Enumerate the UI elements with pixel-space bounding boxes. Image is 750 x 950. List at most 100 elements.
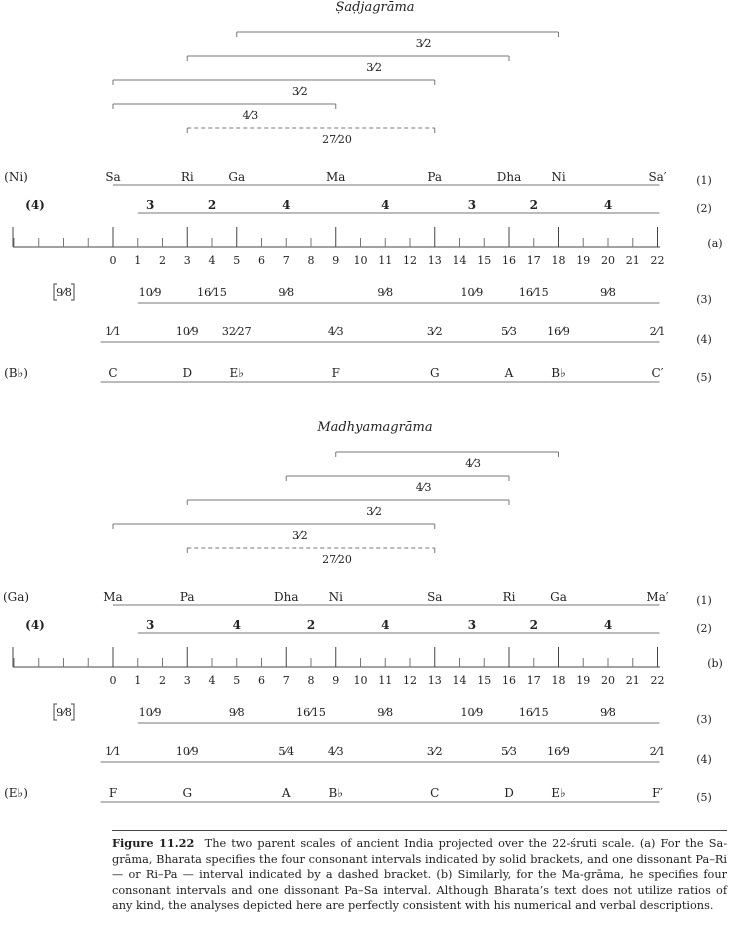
tonic-ratio: 5⁄3	[501, 325, 517, 338]
interval-ratio: 9⁄8	[377, 286, 393, 299]
row-number: (2)	[696, 202, 712, 215]
scale-number: 7	[283, 674, 290, 687]
swara-label: Ni	[329, 590, 344, 604]
sruti-count: 4	[604, 618, 612, 632]
swara-label: Pa	[427, 170, 442, 184]
sruti-count: 4	[381, 618, 389, 632]
bracket-label: 27⁄20	[322, 133, 352, 146]
scale-number: 6	[258, 674, 265, 687]
scale-number: 19	[576, 674, 590, 687]
swara-label: Dha	[497, 170, 522, 184]
diagram-title: Ṣaḍjagrāma	[335, 0, 414, 15]
interval-bracket: 3⁄2	[112, 523, 436, 542]
sruti-count: 3	[146, 198, 154, 212]
diagram-a: Ṣaḍjagrāma 3⁄2 3⁄2 3⁄2 4⁄3 27⁄20 (Ni) Sa Ri Ga Ma P…	[4, 0, 723, 384]
interval-bracket: 3⁄2	[186, 499, 510, 518]
note-name: C′	[652, 366, 664, 380]
interval-bracket: 3⁄2	[186, 55, 510, 74]
scale-number: 17	[527, 674, 541, 687]
bracket-label: 27⁄20	[322, 553, 352, 566]
scale-number: 22	[651, 254, 665, 267]
interval-bracket: 4⁄3	[285, 475, 510, 494]
scale-number: 4	[209, 674, 216, 687]
sruti-count: 4	[233, 618, 241, 632]
figure-caption: Figure 11.22 The two parent scales of an…	[112, 830, 727, 914]
sruti-count: 2	[307, 618, 315, 632]
row3-left-ratio: 9⁄8	[56, 706, 72, 719]
swara-label: Pa	[180, 590, 195, 604]
row5-left-label: (B♭)	[4, 366, 28, 380]
interval-ratio: 9⁄8	[278, 286, 294, 299]
swara-label: Dha	[274, 590, 299, 604]
sruti-count: 4	[282, 198, 290, 212]
tonic-ratio: 10⁄9	[176, 325, 199, 338]
sruti-scale: 0 1 2 3 4 5 6 7 8 9 10 11 12 13 14 15 16 17 18 19 20 21 22	[12, 227, 665, 267]
caption-text: The two parent scales of ancient India p…	[112, 837, 728, 913]
scale-number: 1	[134, 674, 141, 687]
scale-number: 13	[428, 254, 442, 267]
scale-number: 11	[378, 674, 392, 687]
scale-number: 11	[378, 254, 392, 267]
row-number: (4)	[696, 333, 712, 346]
swara-label: Sa	[427, 590, 442, 604]
note-name: F	[332, 366, 340, 380]
scale-number: 1	[134, 254, 141, 267]
scale-number: 18	[552, 254, 566, 267]
interval-ratio: 16⁄15	[519, 286, 549, 299]
sruti-count: 3	[468, 618, 476, 632]
scale-number: 3	[184, 254, 191, 267]
scale-number: 6	[258, 254, 265, 267]
note-name: F′	[652, 786, 663, 800]
bracket-label: 3⁄2	[292, 529, 308, 542]
sruti-count: 2	[530, 198, 538, 212]
scale-number: 15	[477, 674, 491, 687]
note-name: C	[108, 366, 117, 380]
row3-left-label: 9⁄8	[53, 703, 75, 721]
swara-label: Ma	[326, 170, 345, 184]
interval-ratio: 10⁄9	[460, 286, 483, 299]
note-name: A	[504, 366, 514, 380]
row5-left-label: (E♭)	[4, 786, 28, 800]
interval-bracket: 3⁄2	[112, 79, 436, 98]
bracket-label: 4⁄3	[242, 109, 258, 122]
bracket-label: 3⁄2	[416, 37, 432, 50]
row1-left-label: (Ni)	[4, 170, 28, 184]
scale-number: 16	[502, 254, 516, 267]
tonic-ratio: 3⁄2	[427, 745, 443, 758]
scale-number: 22	[651, 674, 665, 687]
sruti-count: 2	[208, 198, 216, 212]
diagram-side-label: (b)	[707, 657, 723, 670]
interval-ratio: 9⁄8	[600, 286, 616, 299]
row-number: (3)	[696, 293, 712, 306]
scale-number: 0	[110, 254, 117, 267]
sruti-count: 4	[381, 198, 389, 212]
scale-number: 19	[576, 254, 590, 267]
caption-label: Figure 11.22	[112, 836, 195, 850]
tonic-ratio: 1⁄1	[105, 325, 121, 338]
note-name: B♭	[551, 366, 565, 380]
interval-bracket: 4⁄3	[112, 103, 337, 122]
scale-number: 20	[601, 674, 615, 687]
interval-ratio: 16⁄15	[519, 706, 549, 719]
scale-number: 20	[601, 254, 615, 267]
row2-left-label: (4)	[25, 198, 45, 212]
interval-ratio: 9⁄8	[229, 706, 245, 719]
tonic-ratio: 4⁄3	[328, 325, 344, 338]
note-name: D	[182, 366, 192, 380]
note-name: C	[430, 786, 439, 800]
interval-bracket: 4⁄3	[335, 451, 559, 470]
row1-left-label: (Ga)	[3, 590, 29, 604]
interval-bracket: 27⁄20	[186, 547, 436, 566]
note-name: A	[281, 786, 291, 800]
row-number: (3)	[696, 713, 712, 726]
bracket-label: 3⁄2	[366, 61, 382, 74]
scale-number: 12	[403, 254, 417, 267]
swara-label: Ga	[550, 590, 567, 604]
sruti-count: 2	[530, 618, 538, 632]
scale-number: 9	[332, 254, 339, 267]
scale-number: 21	[626, 674, 640, 687]
scale-number: 8	[308, 254, 315, 267]
scale-number: 18	[552, 674, 566, 687]
row-number: (5)	[696, 791, 712, 804]
tonic-ratio: 2⁄1	[650, 325, 666, 338]
